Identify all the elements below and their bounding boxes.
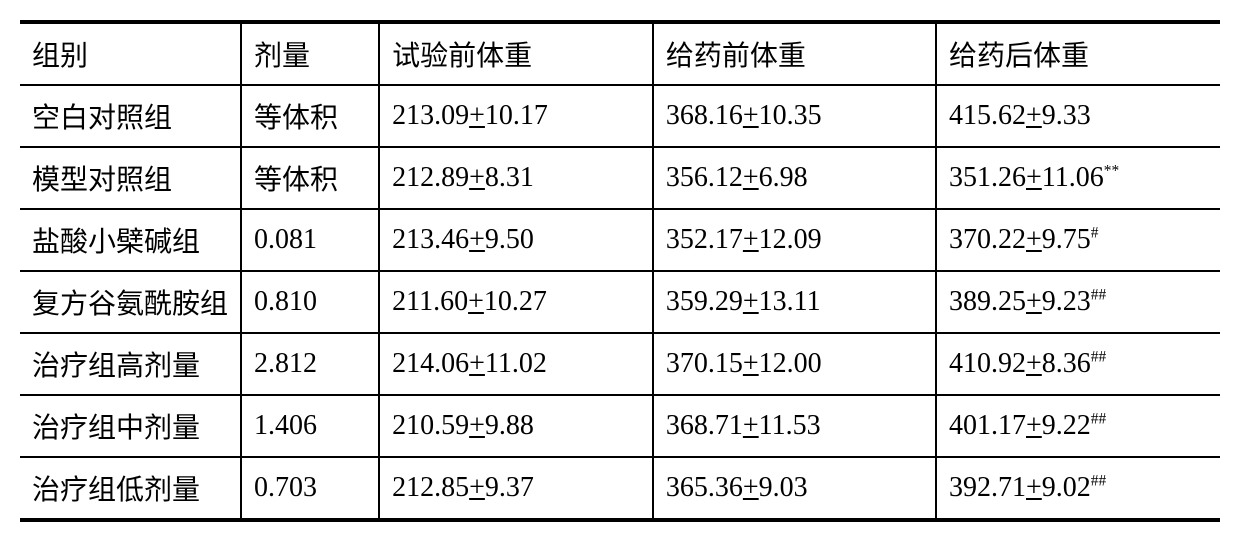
cell-group: 模型对照组 bbox=[20, 147, 241, 209]
cell-pre-dose-weight: 359.29+13.11 bbox=[653, 271, 936, 333]
cell-pre-trial-weight: 211.60+10.27 bbox=[379, 271, 653, 333]
table-row: 治疗组中剂量1.406210.59+9.88368.71+11.53401.17… bbox=[20, 395, 1220, 457]
col-header-pre-dose: 给药前体重 bbox=[653, 22, 936, 85]
col-header-post-dose: 给药后体重 bbox=[936, 22, 1220, 85]
cell-pre-trial-weight: 212.89+8.31 bbox=[379, 147, 653, 209]
cell-pre-dose-weight: 352.17+12.09 bbox=[653, 209, 936, 271]
table-row: 治疗组低剂量0.703212.85+9.37365.36+9.03392.71+… bbox=[20, 457, 1220, 520]
cell-dose: 0.081 bbox=[241, 209, 379, 271]
table-row: 治疗组高剂量2.812214.06+11.02370.15+12.00410.9… bbox=[20, 333, 1220, 395]
table-row: 盐酸小檗碱组0.081213.46+9.50352.17+12.09370.22… bbox=[20, 209, 1220, 271]
cell-post-dose-weight: 410.92+8.36## bbox=[936, 333, 1220, 395]
cell-dose: 0.810 bbox=[241, 271, 379, 333]
cell-pre-trial-weight: 213.09+10.17 bbox=[379, 85, 653, 147]
cell-pre-trial-weight: 213.46+9.50 bbox=[379, 209, 653, 271]
table-header-row: 组别 剂量 试验前体重 给药前体重 给药后体重 bbox=[20, 22, 1220, 85]
cell-group: 治疗组低剂量 bbox=[20, 457, 241, 520]
cell-post-dose-weight: 389.25+9.23## bbox=[936, 271, 1220, 333]
cell-post-dose-weight: 415.62+9.33 bbox=[936, 85, 1220, 147]
cell-group: 治疗组高剂量 bbox=[20, 333, 241, 395]
cell-post-dose-weight: 392.71+9.02## bbox=[936, 457, 1220, 520]
table-row: 模型对照组等体积212.89+8.31356.12+6.98351.26+11.… bbox=[20, 147, 1220, 209]
cell-dose: 0.703 bbox=[241, 457, 379, 520]
cell-group: 复方谷氨酰胺组 bbox=[20, 271, 241, 333]
cell-group: 空白对照组 bbox=[20, 85, 241, 147]
cell-post-dose-weight: 351.26+11.06** bbox=[936, 147, 1220, 209]
cell-pre-trial-weight: 210.59+9.88 bbox=[379, 395, 653, 457]
cell-pre-trial-weight: 212.85+9.37 bbox=[379, 457, 653, 520]
cell-group: 治疗组中剂量 bbox=[20, 395, 241, 457]
col-header-pre-trial: 试验前体重 bbox=[379, 22, 653, 85]
table-row: 空白对照组等体积213.09+10.17368.16+10.35415.62+9… bbox=[20, 85, 1220, 147]
table-body: 空白对照组等体积213.09+10.17368.16+10.35415.62+9… bbox=[20, 85, 1220, 520]
cell-pre-dose-weight: 368.16+10.35 bbox=[653, 85, 936, 147]
cell-pre-dose-weight: 368.71+11.53 bbox=[653, 395, 936, 457]
col-header-dose: 剂量 bbox=[241, 22, 379, 85]
cell-pre-dose-weight: 365.36+9.03 bbox=[653, 457, 936, 520]
cell-post-dose-weight: 401.17+9.22## bbox=[936, 395, 1220, 457]
cell-pre-dose-weight: 370.15+12.00 bbox=[653, 333, 936, 395]
cell-dose: 1.406 bbox=[241, 395, 379, 457]
cell-dose: 等体积 bbox=[241, 147, 379, 209]
table-row: 复方谷氨酰胺组0.810211.60+10.27359.29+13.11389.… bbox=[20, 271, 1220, 333]
weight-table: 组别 剂量 试验前体重 给药前体重 给药后体重 空白对照组等体积213.09+1… bbox=[20, 20, 1220, 522]
cell-dose: 等体积 bbox=[241, 85, 379, 147]
col-header-group: 组别 bbox=[20, 22, 241, 85]
cell-pre-trial-weight: 214.06+11.02 bbox=[379, 333, 653, 395]
cell-post-dose-weight: 370.22+9.75# bbox=[936, 209, 1220, 271]
cell-group: 盐酸小檗碱组 bbox=[20, 209, 241, 271]
cell-dose: 2.812 bbox=[241, 333, 379, 395]
cell-pre-dose-weight: 356.12+6.98 bbox=[653, 147, 936, 209]
